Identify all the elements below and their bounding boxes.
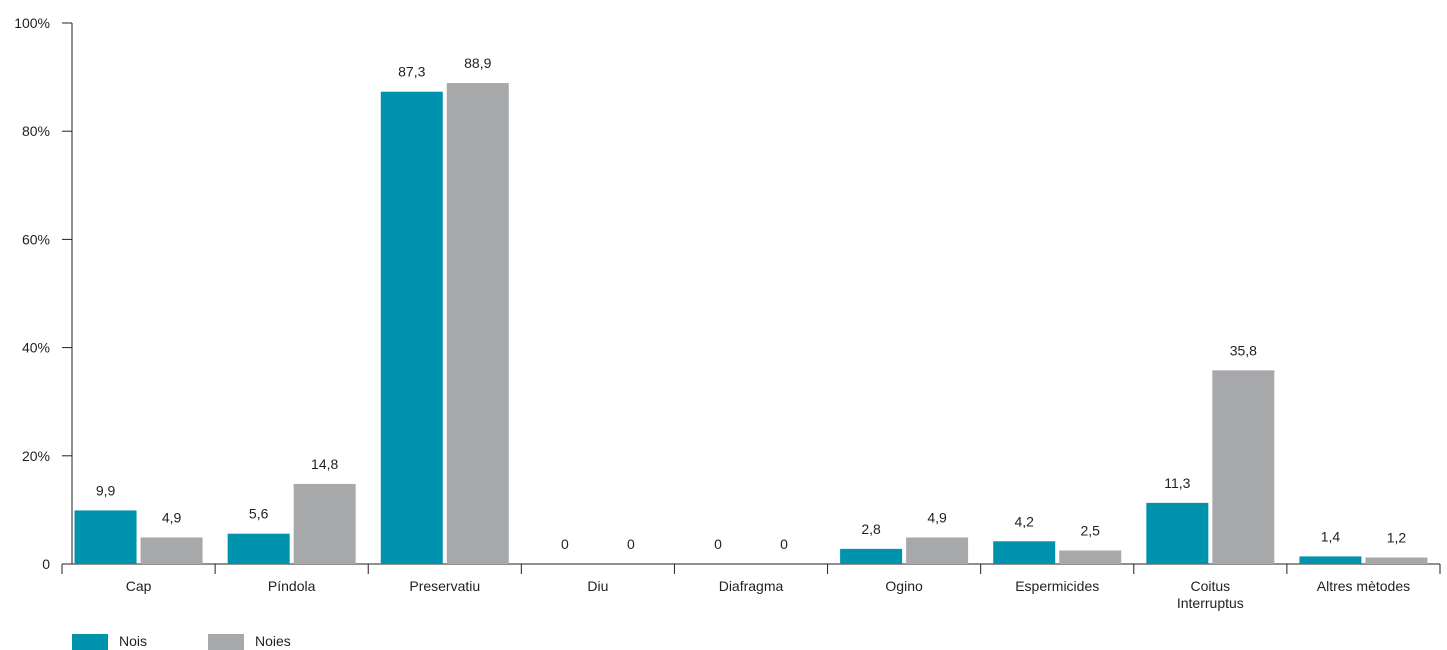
- x-tick-label: Cap: [126, 578, 152, 594]
- x-tick-label: Altres mètodes: [1317, 578, 1410, 594]
- legend-swatch-nois: [72, 634, 108, 650]
- x-tick-label-line: Preservatiu: [409, 578, 480, 594]
- bar-noies-6: [1059, 550, 1122, 564]
- data-label: 9,9: [96, 482, 116, 498]
- x-tick-label: Diu: [587, 578, 608, 594]
- data-label: 2,8: [861, 521, 881, 537]
- bar-noies-0: [140, 537, 203, 564]
- x-tick-label: Coitus Interruptus: [1177, 578, 1244, 611]
- data-label: 0: [627, 536, 635, 552]
- data-label: 35,8: [1230, 342, 1257, 358]
- data-label: 11,3: [1164, 475, 1190, 491]
- legend-label: Noies: [255, 633, 291, 649]
- x-tick-label: Ogino: [885, 578, 923, 594]
- data-label: 0: [780, 536, 788, 552]
- bar-noies-2: [446, 83, 509, 565]
- x-tick-label-line: Diu: [587, 578, 608, 594]
- value-labels: 9,9 5,6 87,3 0 0 2,8 4,2 11,3 1,4 4,9 14,8 88,9 0 0 4,…: [96, 55, 1407, 552]
- data-label: 1,2: [1387, 530, 1407, 546]
- x-tick-label-line: Píndola: [268, 578, 316, 594]
- x-tick-label-line: Espermicides: [1015, 578, 1099, 594]
- x-tick-label-line: Diafragma: [719, 578, 784, 594]
- bar-noies-5: [906, 537, 969, 564]
- x-tick-label: Espermicides: [1015, 578, 1099, 594]
- bar-nois-2: [380, 91, 443, 564]
- bar-noies-1: [293, 483, 356, 564]
- data-label: 2,5: [1080, 522, 1100, 538]
- bar-nois-8: [1299, 556, 1362, 564]
- data-label: 87,3: [398, 64, 425, 80]
- y-tick-label: 100%: [14, 15, 50, 31]
- x-tick-label: Preservatiu: [409, 578, 480, 594]
- x-tick-label-line: Cap: [126, 578, 152, 594]
- data-label: 4,2: [1014, 513, 1034, 529]
- bar-nois-5: [840, 548, 903, 564]
- bar-nois-1: [227, 533, 290, 564]
- data-label: 5,6: [249, 506, 269, 522]
- x-tick-label-line: Altres mètodes: [1317, 578, 1410, 594]
- legend-label: Nois: [119, 633, 147, 649]
- bar-noies-8: [1365, 557, 1428, 564]
- legend-swatch-noies: [208, 634, 244, 650]
- bar-nois-0: [74, 510, 137, 564]
- y-tick-label: 40%: [22, 340, 50, 356]
- x-tick-label-line: Interruptus: [1177, 595, 1244, 611]
- x-tick-label-line: Ogino: [885, 578, 923, 594]
- data-label: 88,9: [464, 55, 491, 71]
- data-label: 4,9: [927, 509, 947, 525]
- x-tick-label: Diafragma: [719, 578, 784, 594]
- bars: [74, 83, 1428, 565]
- data-label: 0: [714, 536, 722, 552]
- data-label: 4,9: [162, 509, 182, 525]
- y-tick-label: 60%: [22, 231, 50, 247]
- y-tick-label: 0: [42, 556, 50, 572]
- data-label: 0: [561, 536, 569, 552]
- x-tick-label-line: Coitus: [1190, 578, 1230, 594]
- x-tick-label: Píndola: [268, 578, 316, 594]
- data-label: 14,8: [311, 456, 338, 472]
- axes: 0 20% 40% 60% 80% 100% Cap Píndola Preservatiu Di…: [14, 15, 1441, 611]
- bar-noies-7: [1212, 370, 1275, 564]
- legend: Nois Noies: [72, 633, 291, 650]
- data-label: 1,4: [1321, 528, 1341, 544]
- bar-nois-6: [993, 541, 1056, 564]
- y-tick-label: 20%: [22, 448, 50, 464]
- y-tick-label: 80%: [22, 123, 50, 139]
- bar-nois-7: [1146, 502, 1209, 564]
